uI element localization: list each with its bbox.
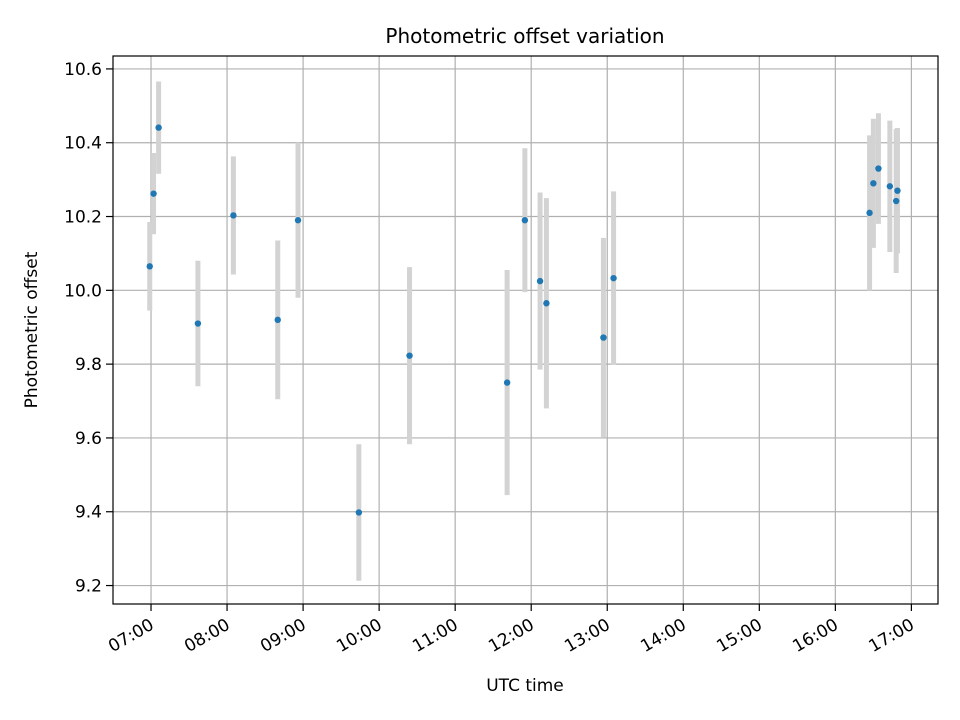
y-tick-labels: 9.2 9.4 9.6 9.8 10.0 10.2 10.4 10.6: [64, 60, 102, 597]
y-tick-label: 9.8: [75, 355, 102, 375]
y-tick-label: 10.2: [64, 208, 102, 228]
plot-area-frame: [112, 55, 939, 605]
data-point: [536, 277, 544, 285]
data-point: [870, 180, 877, 187]
y-tick-label: 10.6: [64, 60, 102, 80]
data-point: [230, 212, 237, 219]
data-point: [521, 217, 529, 224]
y-tick-label: 10.0: [64, 281, 102, 301]
data-point: [886, 183, 894, 190]
axis-ticks: [106, 68, 912, 611]
data-point: [894, 187, 901, 194]
y-axis-label: Photometric offset: [22, 251, 42, 408]
y-tick-label: 9.2: [75, 577, 102, 597]
y-tick-label: 9.6: [75, 429, 102, 449]
data-point: [866, 209, 873, 217]
data-points: [146, 124, 901, 516]
data-point: [543, 300, 550, 307]
data-point: [610, 274, 617, 282]
data-point: [155, 124, 162, 131]
y-tick-label: 10.4: [64, 134, 102, 154]
data-point: [875, 165, 882, 172]
x-axis-label: UTC time: [486, 676, 564, 696]
data-point: [355, 509, 363, 516]
data-point: [194, 320, 202, 327]
data-point: [146, 263, 153, 270]
data-point: [274, 316, 281, 324]
data-point: [892, 197, 900, 205]
data-point: [406, 352, 413, 359]
data-point: [600, 334, 607, 341]
data-point: [503, 379, 511, 386]
data-point: [294, 217, 302, 224]
chart-title: Photometric offset variation: [385, 24, 664, 48]
data-point: [150, 190, 157, 197]
y-tick-label: 9.4: [75, 503, 102, 523]
